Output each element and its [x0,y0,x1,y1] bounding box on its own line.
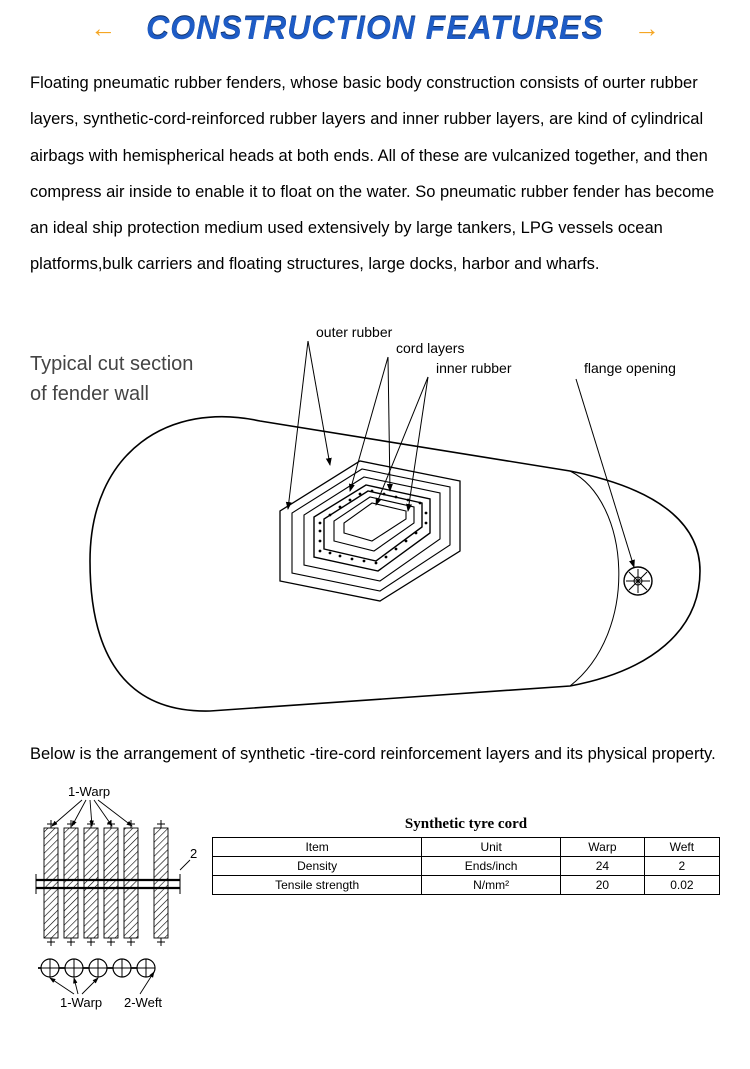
label-weft-bottom: 2-Weft [124,995,162,1010]
flange-opening-icon [624,567,652,595]
table-header-row: Item Unit Warp Weft [213,837,720,856]
label-2: 2 [190,846,197,861]
table-row: Tensile strength N/mm² 20 0.02 [213,875,720,894]
cell: Ends/inch [422,856,561,875]
fender-svg: outer rubber cord layers inner rubber fl… [30,301,720,731]
cell: N/mm² [422,875,561,894]
label-inner-rubber: inner rubber [436,360,512,376]
cell: 20 [561,875,645,894]
spec-table-block: Synthetic tyre cord Item Unit Warp Weft … [212,816,720,895]
sub-paragraph: Below is the arrangement of synthetic -t… [0,745,750,764]
th-unit: Unit [422,837,561,856]
arrow-right-icon: → [634,13,660,44]
cross-section-row [38,959,155,977]
arrow-left-icon: ← [90,13,116,44]
page-title: CONSTRUCTION FEATURES [146,10,604,47]
table-title: Synthetic tyre cord [212,816,720,833]
cell: Density [213,856,422,875]
th-warp: Warp [561,837,645,856]
table-row: Density Ends/inch 24 2 [213,856,720,875]
th-weft: Weft [644,837,719,856]
header: ← CONSTRUCTION FEATURES → [0,0,750,65]
cutaway-layers [280,461,460,601]
intro-paragraph: Floating pneumatic rubber fenders, whose… [0,65,750,283]
fender-diagram: Typical cut section of fender wall [0,301,750,731]
label-outer-rubber: outer rubber [316,324,393,340]
label-flange-opening: flange opening [584,360,676,376]
label-warp-bottom: 1-Warp [60,995,102,1010]
warp-bars [44,820,168,946]
th-item: Item [213,837,422,856]
cell: Tensile strength [213,875,422,894]
label-warp-top: 1-Warp [68,784,110,799]
cell: 0.02 [644,875,719,894]
spec-table: Item Unit Warp Weft Density Ends/inch 24… [212,837,720,895]
label-cord-layers: cord layers [396,340,464,356]
lower-section: 1-Warp [0,764,750,1012]
cord-structure-diagram: 1-Warp [30,782,200,1012]
cell: 24 [561,856,645,875]
cell: 2 [644,856,719,875]
